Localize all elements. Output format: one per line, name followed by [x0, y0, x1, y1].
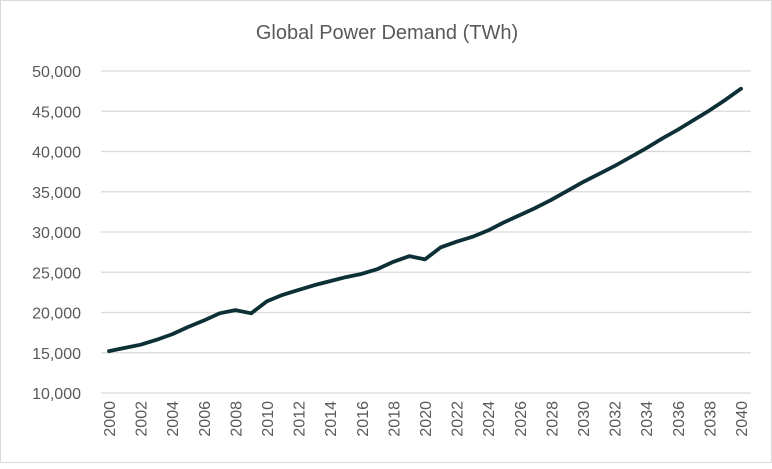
y-tick-label: 50,000 — [32, 64, 81, 81]
x-tick-label: 2030 — [576, 401, 593, 437]
x-tick-label: 2010 — [260, 401, 277, 437]
x-tick-label: 2006 — [197, 401, 214, 437]
x-tick-label: 2020 — [418, 401, 435, 437]
y-tick-label: 40,000 — [32, 145, 81, 162]
series-line — [109, 89, 741, 351]
y-tick-label: 20,000 — [32, 306, 81, 323]
x-tick-label: 2002 — [134, 401, 151, 437]
y-tick-label: 30,000 — [32, 225, 81, 242]
x-tick-label: 2014 — [323, 401, 340, 437]
y-tick-label: 35,000 — [32, 185, 81, 202]
x-tick-label: 2008 — [228, 401, 245, 437]
x-tick-label: 2024 — [481, 401, 498, 437]
x-tick-label: 2004 — [165, 401, 182, 437]
x-tick-label: 2016 — [355, 401, 372, 437]
x-tick-label: 2022 — [450, 401, 467, 437]
chart-title: Global Power Demand (TWh) — [256, 22, 518, 44]
y-tick-label: 25,000 — [32, 265, 81, 282]
x-tick-label: 2040 — [734, 401, 751, 437]
y-tick-label: 10,000 — [32, 386, 81, 403]
x-tick-label: 2032 — [608, 401, 625, 437]
x-tick-label: 2038 — [702, 401, 719, 437]
x-tick-label: 2028 — [544, 401, 561, 437]
y-tick-label: 15,000 — [32, 346, 81, 363]
x-tick-label: 2012 — [292, 401, 309, 437]
x-tick-label: 2026 — [513, 401, 530, 437]
x-tick-label: 2018 — [386, 401, 403, 437]
x-tick-label: 2036 — [671, 401, 688, 437]
x-tick-label: 2034 — [639, 401, 656, 437]
y-tick-label: 45,000 — [32, 104, 81, 121]
x-tick-label: 2000 — [102, 401, 119, 437]
